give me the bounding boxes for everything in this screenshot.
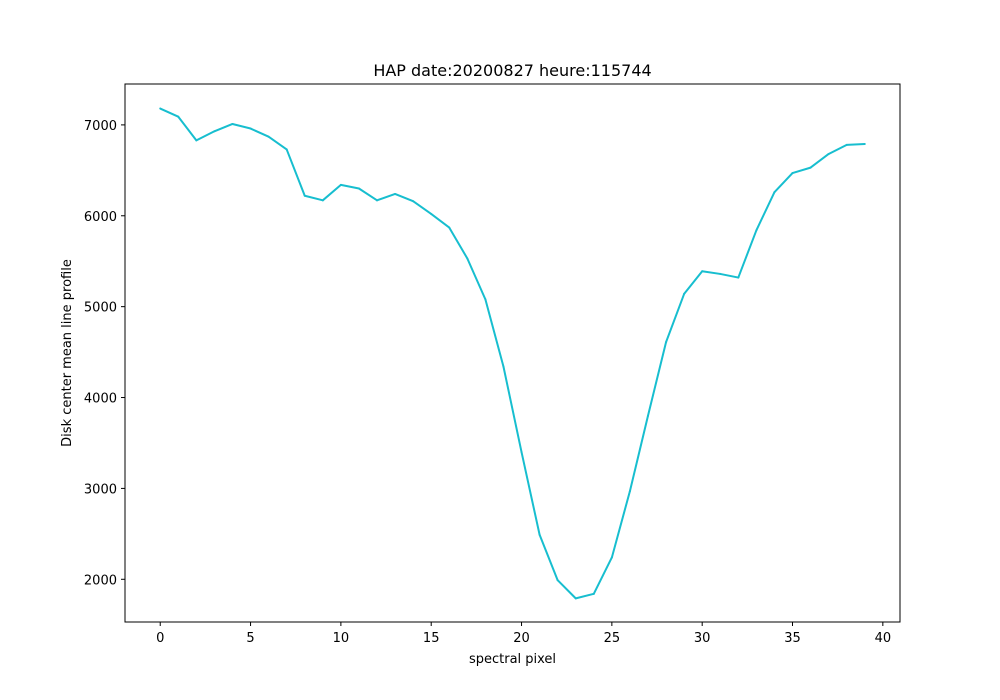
y-tick-label: 7000 bbox=[84, 119, 117, 134]
data-point bbox=[538, 533, 541, 536]
x-tick-label: 20 bbox=[513, 631, 530, 646]
y-tick-label: 5000 bbox=[84, 301, 117, 316]
data-point bbox=[719, 272, 722, 275]
data-point bbox=[394, 192, 397, 195]
data-point bbox=[195, 139, 198, 142]
x-tick-label: 0 bbox=[156, 631, 164, 646]
x-tick-label: 10 bbox=[333, 631, 350, 646]
y-axis-label: Disk center mean line profile bbox=[60, 259, 75, 447]
data-point bbox=[610, 556, 613, 559]
data-point bbox=[430, 212, 433, 215]
data-point bbox=[863, 142, 866, 145]
data-point bbox=[520, 451, 523, 454]
data-point bbox=[376, 199, 379, 202]
data-point bbox=[845, 143, 848, 146]
data-point bbox=[267, 135, 270, 138]
data-point bbox=[339, 183, 342, 186]
data-point bbox=[809, 166, 812, 169]
y-tick-label: 6000 bbox=[84, 210, 117, 225]
y-tick-label: 3000 bbox=[84, 482, 117, 497]
x-tick-label: 15 bbox=[423, 631, 440, 646]
x-tick-label: 25 bbox=[604, 631, 621, 646]
data-point bbox=[556, 579, 559, 582]
data-point bbox=[701, 270, 704, 273]
y-tick-label: 4000 bbox=[84, 392, 117, 407]
plot-frame bbox=[124, 83, 901, 623]
data-point bbox=[665, 341, 668, 344]
data-point bbox=[592, 592, 595, 595]
data-point bbox=[502, 365, 505, 368]
x-tick-label: 35 bbox=[784, 631, 801, 646]
data-point bbox=[412, 200, 415, 203]
data-point bbox=[484, 298, 487, 301]
data-point bbox=[827, 152, 830, 155]
data-point bbox=[303, 194, 306, 197]
data-point bbox=[231, 122, 234, 125]
x-axis-label: spectral pixel bbox=[469, 652, 556, 667]
data-point bbox=[357, 187, 360, 190]
data-point bbox=[646, 414, 649, 417]
data-point bbox=[737, 276, 740, 279]
data-point bbox=[791, 172, 794, 175]
chart-title: HAP date:20200827 heure:115744 bbox=[373, 61, 651, 80]
data-point bbox=[755, 229, 758, 232]
x-tick-label: 40 bbox=[875, 631, 892, 646]
y-tick-label: 2000 bbox=[84, 573, 117, 588]
data-point bbox=[249, 127, 252, 130]
data-point bbox=[628, 490, 631, 493]
data-point bbox=[159, 107, 162, 110]
data-point bbox=[448, 226, 451, 229]
data-point bbox=[177, 115, 180, 118]
data-point bbox=[773, 191, 776, 194]
series-line bbox=[159, 107, 865, 600]
data-point bbox=[213, 130, 216, 133]
data-point bbox=[285, 148, 288, 151]
data-point bbox=[466, 257, 469, 260]
data-point bbox=[574, 597, 577, 600]
data-point bbox=[321, 199, 324, 202]
x-tick-label: 5 bbox=[246, 631, 254, 646]
data-point bbox=[683, 292, 686, 295]
series-lines bbox=[159, 107, 866, 600]
plot-area bbox=[125, 84, 900, 622]
axis-ticks: 0 5 10 15 20 25 30 35 40 2000 3000 4000 5000 6000 7000 bbox=[84, 119, 891, 646]
x-tick-label: 30 bbox=[694, 631, 711, 646]
